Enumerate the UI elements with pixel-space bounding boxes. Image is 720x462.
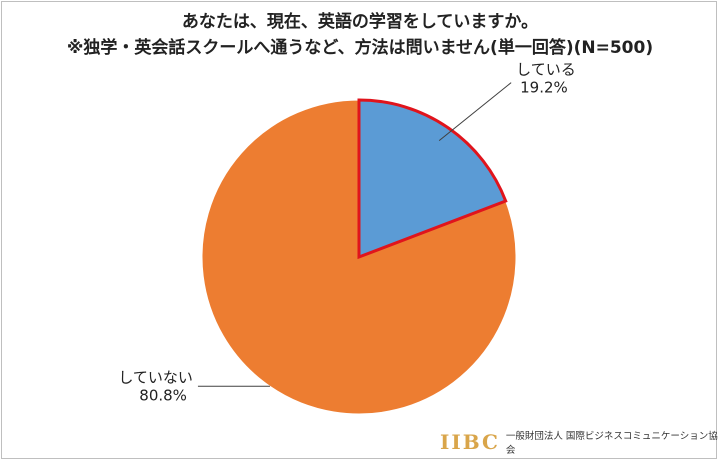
iibc-logo: IIBC 一般財団法人 国際ビジネスコミュニケーション協会: [440, 428, 720, 456]
slice-label-2: していない: [118, 368, 193, 386]
slice-value-1: 19.2%: [520, 79, 568, 97]
iibc-logo-mark: IIBC: [440, 430, 500, 454]
chart-subtitle: ※独学・英会話スクールへ通うなど、方法は問いません(単一回答)(N=500): [66, 38, 654, 58]
slice-label-1: している: [516, 61, 576, 79]
chart-title: あなたは、現在、英語の学習をしていますか。: [181, 12, 539, 32]
leader-line-1: [438, 82, 512, 142]
slice-value-2: 80.8%: [139, 386, 187, 404]
iibc-logo-text: 一般財団法人 国際ビジネスコミュニケーション協会: [505, 431, 718, 456]
pie-slice-1: [357, 98, 508, 260]
